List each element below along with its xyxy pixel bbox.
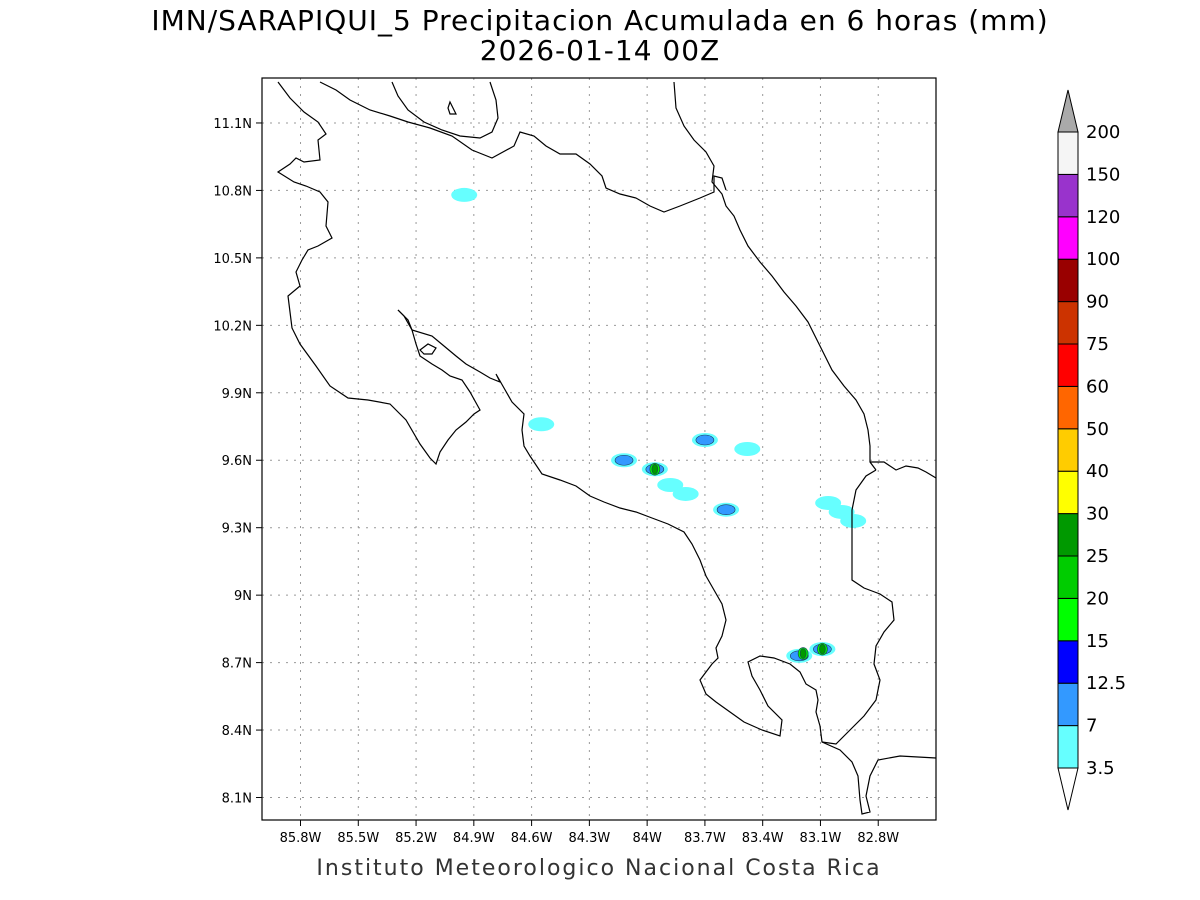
map-frame (261, 77, 937, 821)
lon-tick-label: 84.3W (568, 831, 610, 846)
precip-cell (819, 643, 826, 655)
lon-tick-label: 82.8W (857, 831, 899, 846)
lon-tick-label: 83.1W (800, 831, 842, 846)
longitude-tick-labels: 85.8W 85.5W 85.2W 84.9W 84.6W 84.3W 84W 83.7W 83… (280, 831, 900, 846)
lat-tick-label: 10.8N (213, 184, 252, 199)
colorbar-label: 40 (1086, 461, 1109, 482)
footer-credit: Instituto Meteorologico Nacional Costa R… (316, 856, 882, 881)
colorbar-label: 25 (1086, 546, 1109, 567)
colorbar-label: 120 (1086, 207, 1120, 228)
map-datetime: 2026-01-14 00Z (479, 34, 721, 67)
map-title: IMN/SARAPIQUI_5 Precipitacion Acumulada … (151, 4, 1049, 37)
colorbar-legend: 3.5 7 12.5 15 20 25 30 40 50 60 75 90 100 120 150 200 (1057, 89, 1126, 811)
colorbar-box (1057, 216, 1079, 260)
colorbar-lower-arrow (1057, 767, 1079, 811)
lat-tick-label: 8.1N (222, 792, 252, 807)
colorbar-box (1057, 343, 1079, 387)
colorbar-label: 200 (1086, 122, 1120, 143)
colorbar-label: 150 (1086, 164, 1120, 185)
latitude-tick-labels: 11.1N 10.8N 10.5N 10.2N 9.9N 9.6N 9.3N 9N 8.7N 8.… (213, 117, 252, 807)
colorbar-box (1057, 682, 1079, 727)
colorbar-box (1057, 428, 1079, 472)
lat-tick-label: 9N (234, 589, 252, 604)
colorbar-box (1057, 173, 1079, 218)
coastline-caribbean (673, 81, 877, 471)
island-small (447, 100, 457, 115)
lat-tick-label: 8.4N (222, 724, 252, 739)
colorbar-box (1057, 258, 1079, 303)
colorbar-box (1057, 301, 1079, 345)
precip-cell (614, 454, 634, 466)
lat-tick-label: 10.5N (213, 252, 252, 267)
lat-tick-label: 8.7N (222, 657, 252, 672)
lon-tick-label: 83.7W (684, 831, 726, 846)
graticule-grid (256, 78, 936, 826)
colorbar-box (1057, 725, 1079, 769)
precip-cell (799, 648, 807, 659)
coastline-layer (276, 81, 937, 815)
colorbar-upper-arrow (1057, 89, 1079, 133)
lon-tick-label: 85.5W (337, 831, 379, 846)
colorbar-label: 60 (1086, 376, 1109, 397)
colorbar-label: 7 (1086, 716, 1097, 737)
lon-tick-label: 83.4W (742, 831, 784, 846)
colorbar-label: 12.5 (1086, 673, 1126, 694)
coastline-panama-border (870, 461, 937, 479)
colorbar-label: 90 (1086, 292, 1109, 313)
precipitation-layer (451, 187, 867, 663)
lon-tick-label: 84W (632, 831, 662, 846)
colorbar-box (1057, 470, 1079, 515)
precip-cell (734, 442, 761, 456)
lon-tick-label: 85.8W (280, 831, 322, 846)
colorbar-label: 75 (1086, 334, 1109, 355)
lon-tick-label: 84.6W (511, 831, 553, 846)
colorbar-label: 50 (1086, 419, 1109, 440)
precip-cell (657, 477, 684, 492)
lake-nicaragua (391, 81, 499, 139)
lat-tick-label: 9.6N (222, 454, 252, 469)
coastline-central-pacific (397, 309, 937, 815)
colorbar-box (1057, 597, 1079, 642)
colorbar-box (1057, 640, 1079, 684)
colorbar-box (1057, 513, 1079, 557)
precip-cell (672, 486, 699, 501)
colorbar-label: 30 (1086, 504, 1109, 525)
lon-tick-label: 84.9W (453, 831, 495, 846)
colorbar-label: 3.5 (1086, 758, 1115, 779)
border-nicaragua (319, 81, 727, 213)
precip-cell (528, 417, 555, 432)
map-frame-border (261, 77, 937, 821)
precip-cell (695, 434, 715, 446)
border-panama (821, 469, 895, 745)
lat-tick-label: 9.3N (222, 522, 252, 537)
colorbar-box (1057, 131, 1079, 175)
precip-cell (451, 187, 478, 202)
colorbar-label: 20 (1086, 588, 1109, 609)
lat-tick-label: 9.9N (222, 387, 252, 402)
precip-cell (716, 504, 736, 516)
lat-tick-label: 11.1N (213, 117, 252, 132)
lat-tick-label: 10.2N (213, 319, 252, 334)
colorbar-label: 100 (1086, 249, 1120, 270)
coastline-guanacaste (276, 81, 481, 466)
colorbar-box (1057, 385, 1079, 430)
lon-tick-label: 85.2W (395, 831, 437, 846)
island-chira (419, 343, 437, 355)
colorbar-box (1057, 555, 1079, 599)
precip-cell (840, 513, 867, 528)
colorbar-label: 15 (1086, 631, 1109, 652)
precip-cell (651, 463, 659, 475)
